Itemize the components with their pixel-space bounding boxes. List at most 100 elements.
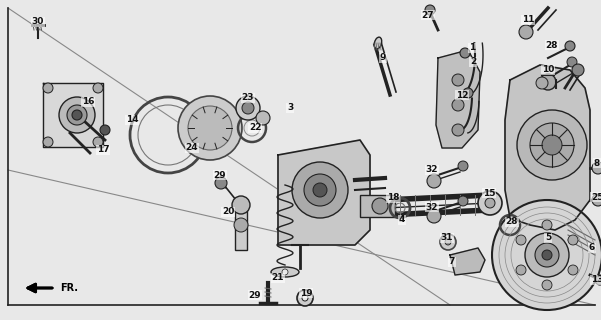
Circle shape (463, 88, 473, 98)
Text: 8: 8 (594, 158, 600, 167)
Circle shape (440, 234, 456, 250)
Text: 22: 22 (249, 124, 261, 132)
Text: 24: 24 (186, 143, 198, 153)
Circle shape (313, 183, 327, 197)
Text: 19: 19 (300, 289, 313, 298)
Text: 32: 32 (426, 203, 438, 212)
Circle shape (592, 194, 601, 206)
FancyArrowPatch shape (28, 284, 52, 292)
Polygon shape (43, 83, 103, 147)
Text: 21: 21 (272, 274, 284, 283)
Circle shape (460, 48, 470, 58)
Circle shape (565, 41, 575, 51)
Circle shape (452, 99, 464, 111)
Circle shape (519, 25, 533, 39)
Circle shape (542, 250, 552, 260)
Text: 28: 28 (506, 218, 518, 227)
Circle shape (256, 111, 270, 125)
Circle shape (43, 83, 53, 93)
Text: 28: 28 (546, 41, 558, 50)
Circle shape (568, 265, 578, 275)
Circle shape (485, 198, 495, 208)
Circle shape (297, 290, 313, 306)
Text: 31: 31 (441, 234, 453, 243)
Circle shape (232, 196, 250, 214)
Polygon shape (278, 140, 370, 245)
Circle shape (215, 177, 227, 189)
Text: 6: 6 (589, 244, 595, 252)
Text: 18: 18 (387, 194, 399, 203)
Circle shape (234, 218, 248, 232)
Circle shape (535, 243, 559, 267)
Text: 32: 32 (426, 165, 438, 174)
Circle shape (536, 77, 548, 89)
Circle shape (542, 220, 552, 230)
Polygon shape (450, 248, 485, 275)
Bar (235, 208, 247, 250)
Circle shape (425, 5, 435, 15)
Circle shape (43, 137, 53, 147)
Circle shape (72, 110, 82, 120)
Circle shape (242, 102, 254, 114)
Circle shape (59, 97, 95, 133)
Circle shape (427, 174, 441, 188)
Circle shape (458, 196, 468, 206)
Circle shape (516, 265, 526, 275)
Polygon shape (436, 50, 480, 148)
Circle shape (445, 239, 451, 245)
Circle shape (452, 124, 464, 136)
Ellipse shape (374, 37, 382, 49)
Circle shape (93, 137, 103, 147)
Circle shape (572, 64, 584, 76)
Text: 29: 29 (214, 171, 227, 180)
Text: 23: 23 (242, 93, 254, 102)
Circle shape (478, 191, 502, 215)
Text: 7: 7 (449, 258, 455, 267)
Circle shape (517, 110, 587, 180)
Ellipse shape (271, 267, 299, 277)
Circle shape (540, 74, 556, 90)
Text: 12: 12 (456, 91, 468, 100)
Circle shape (427, 209, 441, 223)
Circle shape (595, 275, 601, 285)
Text: 4: 4 (399, 215, 405, 225)
Text: FR.: FR. (60, 283, 78, 293)
Bar (360, 195, 395, 217)
Text: 29: 29 (249, 291, 261, 300)
Text: 16: 16 (82, 98, 94, 107)
Text: 11: 11 (522, 15, 534, 25)
Text: 30: 30 (32, 18, 44, 27)
Text: 10: 10 (542, 66, 554, 75)
Text: 15: 15 (483, 188, 495, 197)
Circle shape (458, 161, 468, 171)
Circle shape (492, 200, 601, 310)
Circle shape (525, 233, 569, 277)
Circle shape (568, 235, 578, 245)
Polygon shape (505, 65, 590, 230)
Text: 13: 13 (591, 276, 601, 284)
Circle shape (304, 174, 336, 206)
Circle shape (236, 96, 260, 120)
Circle shape (188, 106, 232, 150)
Circle shape (542, 135, 562, 155)
Circle shape (302, 295, 308, 301)
Text: 5: 5 (545, 234, 551, 243)
Text: 3: 3 (287, 103, 293, 113)
Circle shape (592, 162, 601, 174)
Text: 2: 2 (470, 58, 476, 67)
Circle shape (67, 105, 87, 125)
Circle shape (178, 96, 242, 160)
Text: 9: 9 (380, 53, 386, 62)
Circle shape (292, 162, 348, 218)
Text: 20: 20 (222, 207, 234, 217)
Circle shape (516, 235, 526, 245)
Circle shape (282, 269, 288, 275)
Circle shape (372, 198, 388, 214)
Text: 14: 14 (126, 116, 138, 124)
Circle shape (452, 74, 464, 86)
Text: 17: 17 (97, 146, 109, 155)
Circle shape (542, 280, 552, 290)
Text: 27: 27 (422, 11, 435, 20)
Text: 25: 25 (591, 193, 601, 202)
Circle shape (567, 57, 577, 67)
